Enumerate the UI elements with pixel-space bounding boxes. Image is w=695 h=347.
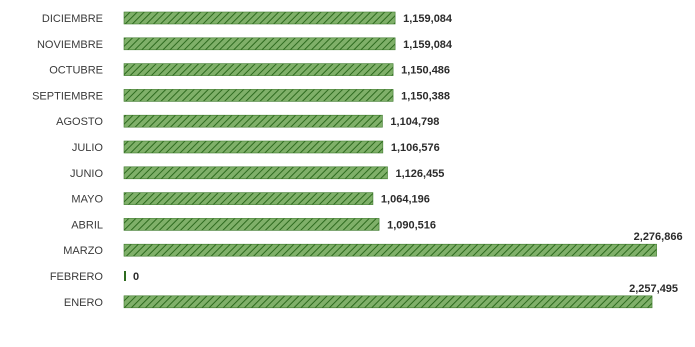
value-label-noviembre: 1,159,084 xyxy=(403,39,453,51)
bar-octubre xyxy=(123,63,394,76)
value-label-enero: 2,257,495 xyxy=(629,283,678,295)
value-label-julio: 1,106,576 xyxy=(391,142,440,154)
bar-mayo xyxy=(123,192,374,205)
category-label-abril: ABRIL xyxy=(71,219,103,231)
value-label-octubre: 1,150,486 xyxy=(401,65,450,77)
category-label-marzo: MARZO xyxy=(63,245,103,257)
bar-julio xyxy=(123,140,384,154)
category-label-septiembre: SEPTIEMBRE xyxy=(32,90,103,102)
bar-agosto xyxy=(123,114,383,128)
category-label-junio: JUNIO xyxy=(70,168,103,180)
category-label-noviembre: NOVIEMBRE xyxy=(37,39,103,51)
category-label-julio: JULIO xyxy=(72,142,104,154)
value-label-agosto: 1,104,798 xyxy=(390,116,439,128)
value-label-marzo: 2,276,866 xyxy=(634,231,683,243)
value-label-diciembre: 1,159,084 xyxy=(403,13,453,25)
plot-area: DICIEMBRE 1,159,084 NOVIEMBRE 1,159,084 OCTU… xyxy=(32,11,683,309)
bar-abril xyxy=(123,218,380,231)
bar-septiembre xyxy=(123,89,394,102)
category-label-mayo: MAYO xyxy=(71,194,103,206)
category-label-febrero: FEBRERO xyxy=(50,271,104,283)
value-label-mayo: 1,064,196 xyxy=(381,194,430,206)
value-label-septiembre: 1,150,388 xyxy=(401,90,450,102)
bar-enero xyxy=(123,295,653,309)
value-label-junio: 1,126,455 xyxy=(395,168,444,180)
category-label-enero: ENERO xyxy=(64,297,104,309)
value-label-abril: 1,090,516 xyxy=(387,219,436,231)
bar-noviembre xyxy=(123,37,396,51)
bar-junio xyxy=(123,166,388,180)
value-label-febrero: 0 xyxy=(133,271,139,283)
category-label-octubre: OCTUBRE xyxy=(49,65,103,77)
bar-febrero xyxy=(124,271,126,281)
category-label-diciembre: DICIEMBRE xyxy=(42,13,103,25)
bar-marzo xyxy=(123,243,657,257)
category-label-agosto: AGOSTO xyxy=(56,116,103,128)
bar-diciembre xyxy=(123,11,396,25)
